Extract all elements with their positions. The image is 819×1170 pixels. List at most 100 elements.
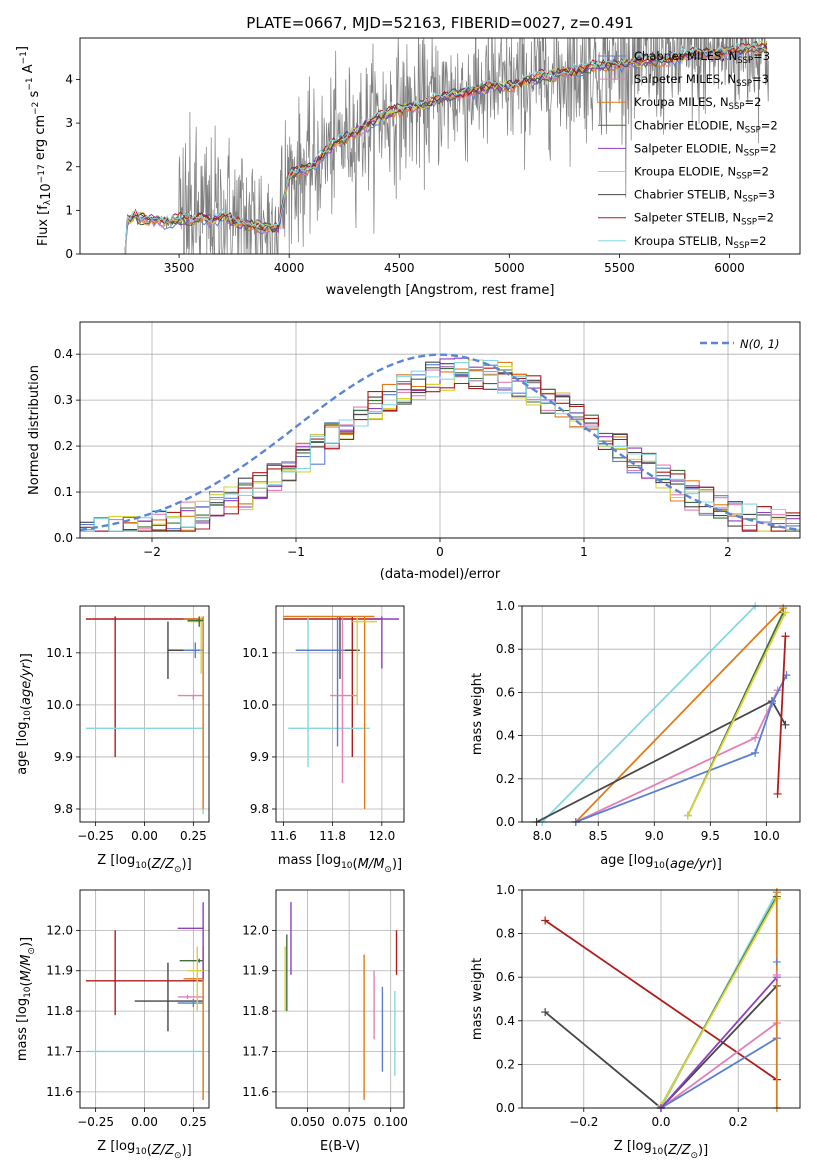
spectrum-legend-entry-4: Salpeter ELODIE, NSSP=2: [634, 141, 777, 158]
spectrum-model-kroupa_miles: [119, 46, 768, 254]
mass_vs_ebv-xtick-label-1: 0.075: [332, 1115, 366, 1129]
residuals-hist-kroupa_elodie: [80, 359, 800, 532]
age_vs_Z-ylabel: age [log10(age/yr)]: [15, 653, 34, 775]
mass_vs_Z-ytick-label-4: 12.0: [46, 923, 73, 937]
age_vs_mass-point-1: [283, 616, 382, 757]
age_vs_Z-ytick-label-1: 9.9: [54, 750, 73, 764]
weight_vs_Z-series-chabrier_miles: [660, 1037, 778, 1108]
age_vs_mass-xtick-label-0: 11.6: [270, 829, 297, 843]
weight_vs_Z-xtick-label-1: 0.0: [651, 1115, 670, 1129]
residuals-xtick-label-2: 0: [436, 545, 444, 559]
mass_vs_ebv-ytick-label-4: 12.0: [242, 923, 269, 937]
residuals-frame: [79, 321, 801, 539]
age_vs_mass-ytick-label-3: 10.1: [242, 646, 269, 660]
spectrum-legend-entry-1: Salpeter MILES, NSSP=3: [634, 72, 769, 89]
mass_vs_Z-axes: −0.25 0.00 0.25 11.6 11.7 11.8 11.9 12.0: [46, 890, 209, 1129]
weight_vs_Z-ytick-label-2: 0.4: [496, 1014, 515, 1028]
mass_vs_Z-frame: [79, 889, 210, 1109]
residuals-hist-chabrier_stelib: [80, 361, 800, 532]
age_vs_mass-point-7: [352, 616, 377, 705]
age_vs_Z-ytick-label-2: 10.0: [46, 698, 73, 712]
spectrum-ytick-label-1: 1: [65, 203, 73, 217]
weight_vs_Z-ylabel: mass weight: [470, 958, 485, 1040]
mass_vs_ebv-frame: [275, 889, 405, 1109]
residuals-ytick-label-4: 0.4: [54, 347, 73, 361]
mass_vs_ebv-xtick-label-0: 0.050: [290, 1115, 324, 1129]
spectrum-legend-entry-6: Chabrier STELIB, NSSP=3: [634, 188, 775, 205]
age_vs_mass-point-4: [330, 616, 358, 783]
residuals-ytick-label-3: 0.3: [54, 393, 73, 407]
residuals-ytick-label-2: 0.2: [54, 439, 73, 453]
age_vs_Z-xtick-label-1: 0.00: [131, 829, 158, 843]
residuals-ytick-label-0: 0.0: [54, 531, 73, 545]
spectrum-xtick-label-0: 3500: [164, 261, 195, 275]
weight_vs_age-series-salpeter_stelib: [776, 636, 787, 794]
age_vs_mass-point-2: [288, 616, 370, 768]
weight_vs_age-ytick-label-2: 0.4: [496, 729, 515, 743]
mass_vs_Z-point-7: [177, 902, 204, 979]
spectrum-legend-entry-0: Chabrier MILES, NSSP=3: [634, 49, 770, 66]
weight_vs_Z-extra-marker-1: [772, 971, 781, 980]
weight_vs_Z-series-chabrier_stelib: [544, 985, 778, 1108]
weight_vs_Z-axes: −0.2 0.0 0.2 0.0 0.2 0.4 0.6 0.8 1.0: [496, 883, 800, 1129]
weight_vs_Z-ytick-label-5: 1.0: [496, 883, 515, 897]
weight_vs_Z-series-salpeter_miles: [660, 1022, 778, 1108]
spectrum-legend-entry-3: Chabrier ELODIE, NSSP=2: [634, 118, 778, 135]
spectrum-xtick-label-4: 5500: [604, 261, 635, 275]
age_vs_Z-xlabel: Z [log10(Z/Z⊙)]: [97, 853, 191, 875]
mass_vs_Z-point-6: [179, 958, 204, 963]
weight_vs_age-marker-4-2: [767, 699, 776, 708]
age_vs_Z-xtick-label-2: 0.25: [180, 829, 207, 843]
age_vs_mass-axes: 11.6 11.8 12.0 9.8 9.9 10.0 10.1: [242, 606, 404, 843]
spectrum-legend-entry-5: Kroupa ELODIE, NSSP=2: [634, 165, 769, 182]
weight_vs_Z-series-kroupa_elodie: [660, 898, 778, 1107]
age_vs_mass-xtick-label-2: 12.0: [368, 829, 395, 843]
weight_vs_Z-xlabel: Z [log10(Z/Z⊙)]: [614, 1139, 708, 1161]
weight_vs_age-marker-7-1: [781, 632, 790, 641]
mass_vs_Z-point-4: [177, 994, 204, 999]
residuals-xtick-label-1: −1: [287, 545, 305, 559]
weight_vs_age-marker-2-2: [781, 720, 790, 729]
age_vs_Z-point-7: [187, 616, 204, 627]
weight_vs_Z-series-salpeter_elodie: [660, 976, 778, 1108]
weight_vs_Z-series-salpeter_stelib: [544, 919, 778, 1081]
weight_vs_age-series-kroupa_miles: [575, 607, 784, 822]
spectrum-ytick-label-3: 3: [65, 116, 73, 130]
mass_vs_Z-xlabel: Z [log10(Z/Z⊙)]: [97, 1139, 191, 1161]
weight_vs_Z-xtick-label-0: −0.2: [569, 1115, 598, 1129]
weight_vs_age-xlabel: age [log10(age/yr)]: [600, 853, 722, 872]
spectrum-observed-data: [119, 38, 770, 254]
mass_vs_Z-point-8: [187, 946, 204, 1012]
residuals-legend-entry: N(0, 1): [740, 337, 780, 351]
mass_vs_Z-ytick-label-0: 11.6: [46, 1085, 73, 1099]
spectrum-model-chabrier_stelib: [119, 40, 768, 254]
weight_vs_age-xtick-label-3: 9.5: [701, 829, 720, 843]
spectrum-ytick-label-4: 4: [65, 72, 73, 86]
mass_vs_ebv-xtick-label-2: 0.100: [374, 1115, 408, 1129]
spectrum-ytick-label-0: 0: [65, 247, 73, 261]
residuals-normal-curve: [80, 353, 798, 532]
weight_vs_age-ytick-label-3: 0.6: [496, 685, 515, 699]
age_vs_Z-point-6: [187, 616, 204, 674]
weight_vs_age-xtick-label-2: 9.0: [645, 829, 664, 843]
weight_vs_age-ytick-label-5: 1.0: [496, 599, 515, 613]
age_vs_mass-xlabel: mass [log10(M/M⊙)]: [278, 853, 402, 875]
mass_vs_Z-point-1: [85, 930, 204, 1016]
spectrum-legend: Chabrier MILES, NSSP=3 Salpeter MILES, NS…: [598, 49, 778, 251]
residuals-hist-kroupa_stelib: [80, 359, 800, 532]
age_vs_mass-point-5: [283, 615, 375, 809]
spectrum-model-salpeter_stelib: [119, 42, 768, 254]
age_vs_Z-xtick-label-0: −0.25: [77, 829, 114, 843]
mass_vs_Z-point-0: [134, 962, 204, 1032]
weight_vs_age-xtick-label-1: 8.5: [589, 829, 608, 843]
weight_vs_age-marker-6-1: [781, 608, 790, 617]
age_vs_Z-ytick-label-3: 10.1: [46, 646, 73, 660]
weight_vs_Z-ytick-label-3: 0.6: [496, 970, 515, 984]
residuals-hist-salpeter_stelib: [80, 367, 800, 532]
mass_vs_Z-point-3: [177, 999, 204, 1008]
weight_vs_age-axes: 8.0 8.5 9.0 9.5 10.0 0.0 0.2 0.4 0.6 0.8 1.0: [496, 599, 800, 843]
residuals-ylabel: Normed distribution: [27, 365, 42, 495]
spectrum-ylabel: Flux [fλ10−17 erg cm−2 s−1 A−1]: [15, 46, 54, 246]
figure-title: PLATE=0667, MJD=52163, FIBERID=0027, z=0…: [246, 14, 633, 32]
